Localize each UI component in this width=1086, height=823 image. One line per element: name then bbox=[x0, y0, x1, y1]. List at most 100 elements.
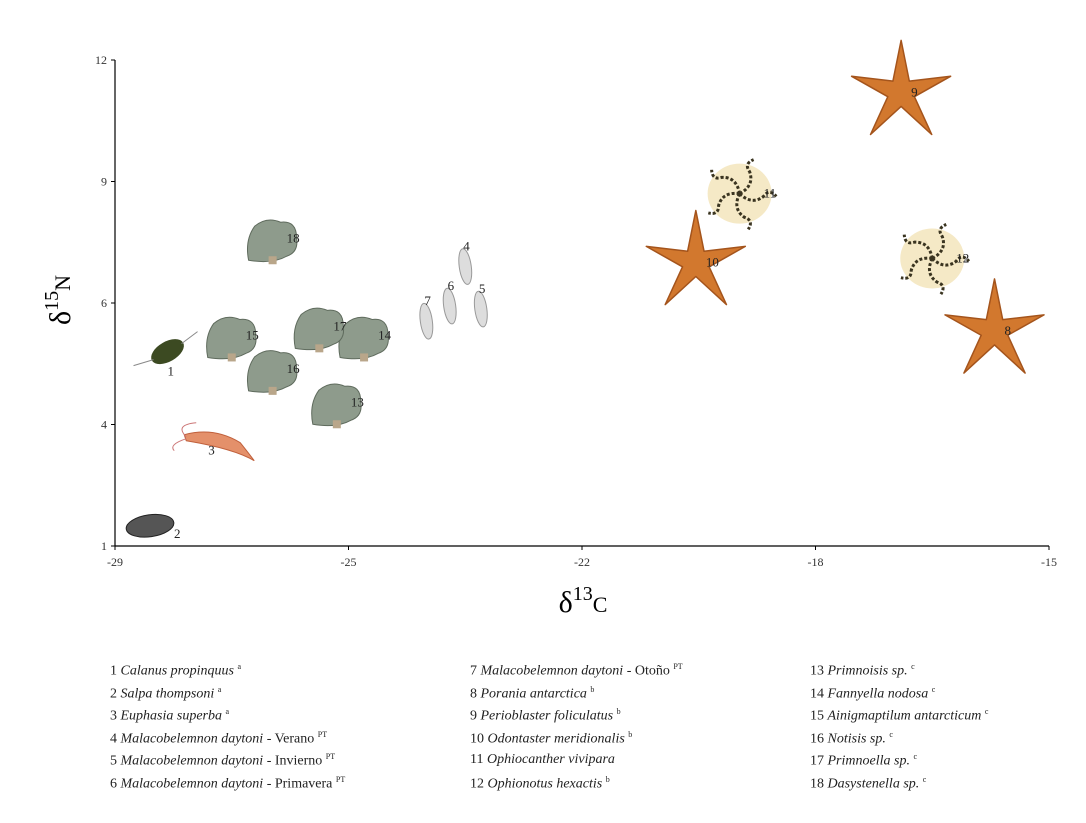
legend-number: 3 bbox=[110, 708, 117, 724]
coral-icon bbox=[206, 316, 257, 360]
point-label: 16 bbox=[287, 361, 301, 376]
y-axis-label: δ15N bbox=[41, 275, 77, 325]
legend-item: 18 Dasystenella sp. c bbox=[810, 775, 926, 793]
legend-species: Perioblaster foliculatus bbox=[480, 708, 614, 724]
legend-species: Fannyella nodosa bbox=[827, 686, 929, 702]
brittle-star-arm bbox=[902, 234, 934, 259]
legend-note: PT bbox=[325, 752, 336, 761]
x-tick-label: -29 bbox=[107, 555, 123, 569]
krill-antenna bbox=[172, 422, 197, 452]
point-icon bbox=[246, 219, 298, 265]
point-label: 7 bbox=[424, 293, 431, 308]
legend-species: Dasystenella sp. bbox=[827, 776, 920, 792]
legend-item: 12 Ophionotus hexactis b bbox=[470, 775, 610, 793]
legend-note: c bbox=[913, 752, 918, 761]
legend-note: b bbox=[590, 684, 595, 694]
sea-pen-icon bbox=[473, 290, 488, 328]
point-label: 12 bbox=[956, 250, 969, 265]
chart: -29 -25 -22 -18 -15146912δ13Cδ15N12345678910… bbox=[41, 39, 1057, 619]
point-icon bbox=[206, 316, 257, 362]
legend-number: 14 bbox=[810, 686, 824, 702]
legend-note: c bbox=[931, 684, 936, 694]
point-label: 1 bbox=[168, 364, 175, 379]
y-tick-label: 1 bbox=[101, 539, 107, 553]
legend-item: 11 Ophiocanther vivipara bbox=[470, 752, 615, 768]
legend-item: 13 Primnoisis sp. c bbox=[810, 662, 915, 680]
point-icon bbox=[645, 209, 747, 306]
brittle-star-arm bbox=[931, 255, 971, 267]
legend-number: 2 bbox=[110, 686, 117, 702]
legend-species: Ophionotus hexactis bbox=[487, 776, 603, 792]
y-axis-label-part: 15 bbox=[41, 291, 63, 311]
legend-species: Salpa thompsoni bbox=[120, 686, 215, 702]
coral-base bbox=[332, 420, 341, 429]
point-label: 6 bbox=[448, 278, 455, 293]
copepod-icon bbox=[151, 339, 184, 365]
coral-icon bbox=[246, 350, 298, 393]
legend-suffix: - Verano bbox=[266, 731, 315, 747]
legend-number: 12 bbox=[470, 776, 484, 792]
legend-item: 9 Perioblaster foliculatus b bbox=[470, 707, 621, 725]
legend-species: Ainigmaptilum antarcticum bbox=[827, 708, 982, 724]
legend-note: c bbox=[889, 729, 893, 739]
legend-item: 16 Notisis sp. c bbox=[810, 730, 893, 748]
legend-item: 7 Malacobelemnon daytoni - Otoño PT bbox=[470, 662, 683, 680]
legend-item: 14 Fannyella nodosa c bbox=[810, 685, 935, 703]
point-icon bbox=[900, 223, 971, 295]
point-icon bbox=[246, 350, 298, 395]
x-tick-label: -15 bbox=[1041, 555, 1057, 569]
legend-number: 9 bbox=[470, 708, 477, 724]
copepod-antenna bbox=[181, 331, 198, 345]
point-label: 4 bbox=[463, 239, 470, 254]
y-tick-label: 9 bbox=[101, 175, 107, 189]
legend-species: Odontaster meridionalis bbox=[487, 731, 625, 747]
legend-suffix: - Invierno bbox=[266, 753, 323, 769]
brittle-star-arm bbox=[900, 256, 933, 280]
point-label: 15 bbox=[246, 327, 259, 342]
legend-number: 5 bbox=[110, 753, 117, 769]
legend-item: 8 Porania antarctica b bbox=[470, 685, 594, 703]
legend-species: Malacobelemnon daytoni bbox=[480, 663, 624, 679]
legend-note: a bbox=[217, 684, 222, 694]
point-icon bbox=[458, 248, 473, 285]
legend-number: 6 bbox=[110, 776, 117, 792]
legend-number: 1 bbox=[110, 663, 117, 679]
coral-base bbox=[360, 353, 369, 362]
salp-icon bbox=[125, 513, 175, 538]
legend-number: 17 bbox=[810, 753, 824, 769]
x-tick-label: -22 bbox=[574, 555, 590, 569]
legend-species: Malacobelemnon daytoni bbox=[120, 753, 264, 769]
legend-note: a bbox=[225, 707, 230, 716]
legend-note: PT bbox=[317, 729, 328, 739]
point-label: 2 bbox=[174, 526, 181, 541]
point-icon bbox=[473, 290, 488, 328]
legend-species: Calanus propinquus bbox=[120, 663, 234, 679]
point-icon bbox=[338, 316, 389, 362]
legend-number: 8 bbox=[470, 686, 477, 702]
sea-pen-icon bbox=[419, 302, 434, 340]
legend-species: Primnoella sp. bbox=[827, 753, 910, 769]
legend-number: 11 bbox=[470, 752, 484, 767]
point-label: 10 bbox=[706, 255, 719, 270]
legend-note: c bbox=[922, 774, 927, 784]
point-label: 5 bbox=[479, 281, 486, 296]
x-axis-label: δ13C bbox=[559, 583, 608, 619]
legend-item: 6 Malacobelemnon daytoni - Primavera PT bbox=[110, 775, 345, 793]
legend-note: b bbox=[605, 774, 610, 784]
legend-note: c bbox=[911, 662, 915, 671]
coral-icon bbox=[311, 383, 362, 427]
legend-item: 1 Calanus propinquus a bbox=[110, 662, 241, 680]
point-label: 14 bbox=[378, 327, 392, 342]
sea-pen-icon bbox=[458, 248, 473, 285]
legend-number: 13 bbox=[810, 663, 824, 679]
legend-species: Malacobelemnon daytoni bbox=[120, 731, 264, 747]
coral-icon bbox=[246, 219, 298, 263]
legend-item: 4 Malacobelemnon daytoni - Verano PT bbox=[110, 730, 327, 748]
point-icon bbox=[293, 307, 345, 353]
legend-number: 7 bbox=[470, 663, 477, 679]
y-axis-label-part: δ bbox=[44, 311, 77, 325]
legend-number: 16 bbox=[810, 731, 824, 747]
point-label: 3 bbox=[208, 443, 215, 458]
legend-suffix: - Primavera bbox=[266, 776, 333, 792]
legend-note: b bbox=[616, 707, 621, 716]
